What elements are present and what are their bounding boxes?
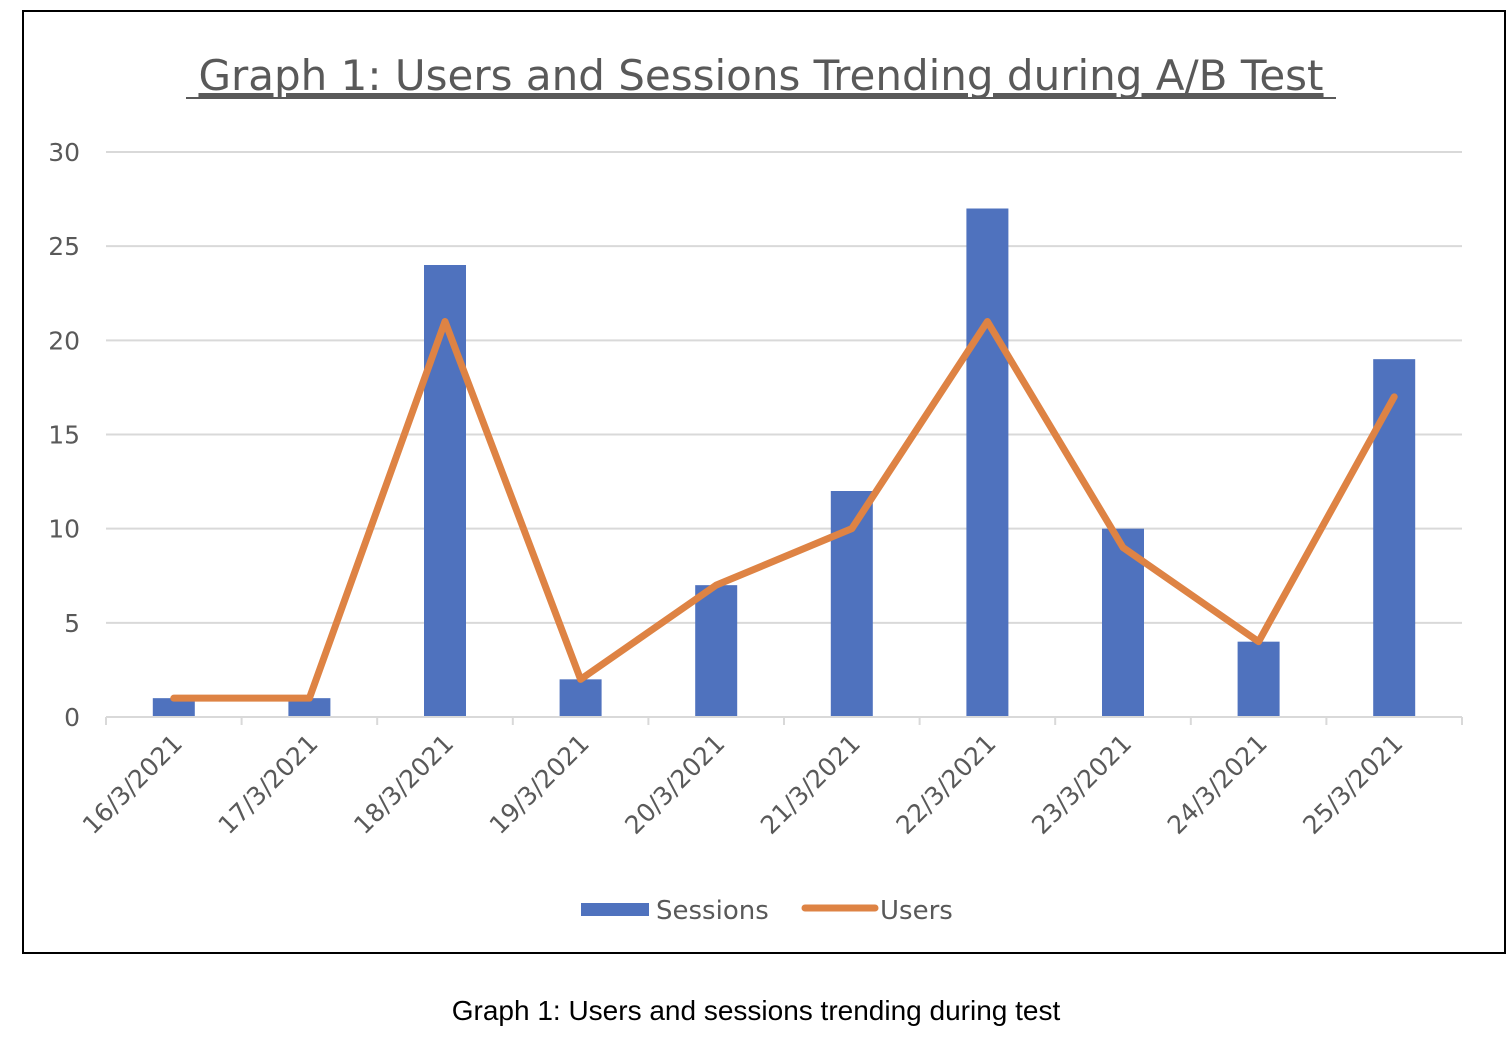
x-tick-label: 21/3/2021 bbox=[755, 729, 866, 840]
legend-swatch-sessions bbox=[581, 903, 649, 916]
x-tick-label: 19/3/2021 bbox=[484, 729, 595, 840]
sessions-bar bbox=[152, 698, 195, 717]
combo-chart: Graph 1: Users and Sessions Trending dur… bbox=[48, 51, 1463, 926]
x-tick-label: 25/3/2021 bbox=[1297, 729, 1408, 840]
sessions-bar bbox=[559, 679, 602, 717]
chart-title: Graph 1: Users and Sessions Trending dur… bbox=[198, 51, 1323, 100]
users-line bbox=[170, 318, 1398, 702]
sessions-bar bbox=[288, 698, 331, 717]
users-line-layer bbox=[170, 318, 1398, 702]
y-tick-label: 25 bbox=[48, 232, 80, 261]
x-tick-label: 20/3/2021 bbox=[619, 729, 730, 840]
sessions-bar bbox=[1373, 359, 1416, 717]
x-tick-label: 22/3/2021 bbox=[890, 729, 1001, 840]
x-tick-label: 16/3/2021 bbox=[77, 729, 188, 840]
y-tick-label: 15 bbox=[48, 421, 80, 450]
y-tick-label: 30 bbox=[48, 138, 80, 167]
x-tick-label: 24/3/2021 bbox=[1162, 729, 1273, 840]
x-tick-label: 23/3/2021 bbox=[1026, 729, 1137, 840]
y-tick-label: 0 bbox=[64, 703, 80, 732]
y-tick-label: 20 bbox=[48, 326, 80, 355]
x-tick-label: 18/3/2021 bbox=[348, 729, 459, 840]
legend-label-users: Users bbox=[880, 896, 953, 926]
y-tick-label: 5 bbox=[64, 609, 80, 638]
sessions-bar bbox=[1237, 641, 1280, 717]
sessions-bars bbox=[152, 208, 1416, 717]
gridlines bbox=[106, 151, 1462, 624]
sessions-bar bbox=[966, 208, 1009, 717]
sessions-bar bbox=[695, 585, 738, 717]
sessions-bar bbox=[424, 265, 466, 717]
x-tick-label: 17/3/2021 bbox=[212, 729, 323, 840]
figure-caption: Graph 1: Users and sessions trending dur… bbox=[451, 995, 1061, 1026]
x-axis bbox=[105, 716, 1463, 725]
chart-frame: Graph 1: Users and Sessions Trending dur… bbox=[22, 10, 1506, 954]
y-tick-label: 10 bbox=[48, 515, 80, 544]
legend-label-sessions: Sessions bbox=[656, 896, 769, 926]
x-axis-ticks: 16/3/2021 17/3/2021 18/3/2021 19/3/2021 20/3… bbox=[77, 729, 1409, 840]
legend: Sessions Users bbox=[581, 896, 953, 926]
y-axis-ticks: 0 5 10 15 20 25 30 bbox=[48, 138, 80, 732]
